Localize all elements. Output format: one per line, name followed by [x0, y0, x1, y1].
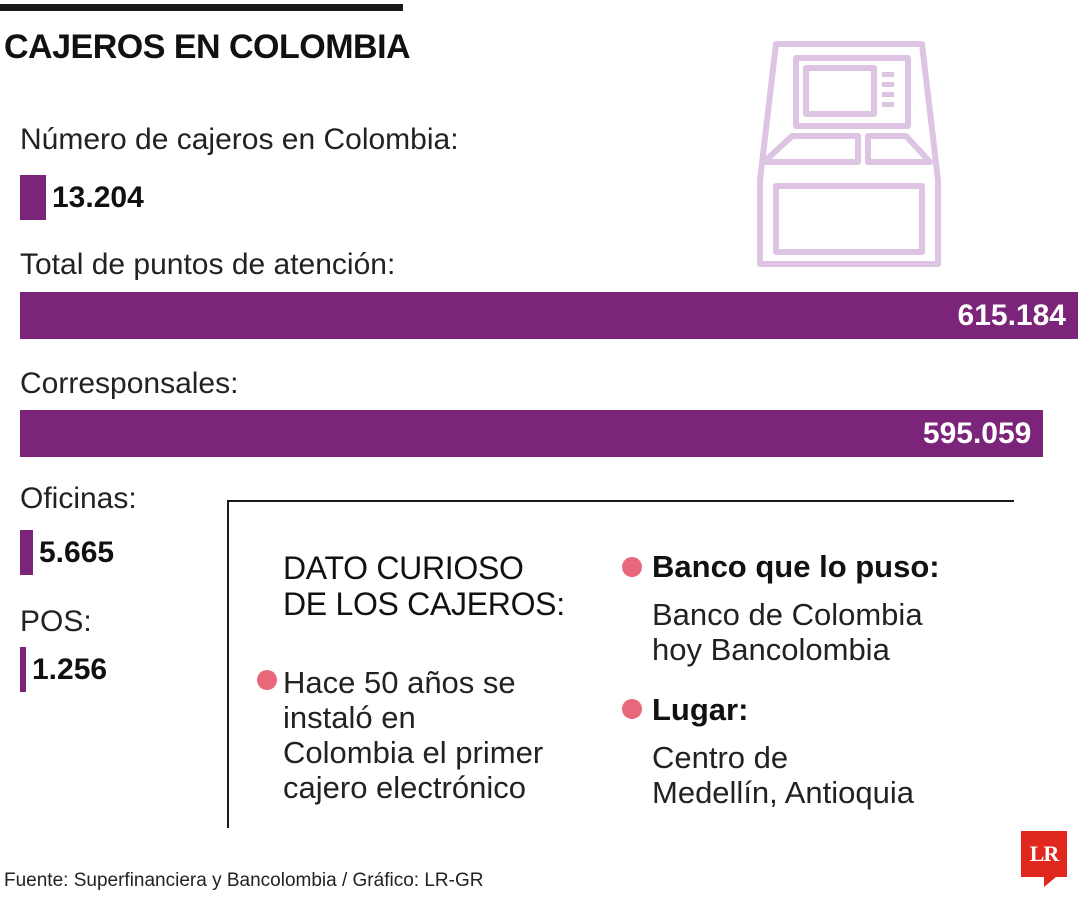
page-title: CAJEROS EN COLOMBIA: [4, 28, 411, 66]
bar-cajeros: [20, 175, 46, 220]
lugar-text: Centro de Medellín, Antioquia: [652, 740, 914, 810]
banco-label: Banco que lo puso:: [652, 549, 940, 584]
lugar-label: Lugar:: [652, 692, 749, 727]
box-frame-left: [227, 500, 229, 828]
banco-text: Banco de Colombia hoy Bancolombia: [652, 597, 923, 667]
bullet-dot-lugar: [622, 699, 642, 719]
top-rule: [0, 4, 403, 11]
metric-label-corresponsales: Corresponsales:: [20, 367, 239, 400]
bar-value-puntos: 615.184: [957, 298, 1066, 332]
bullet-dot-banco: [622, 557, 642, 577]
metric-label-puntos: Total de puntos de atención:: [20, 248, 396, 281]
bar-value-cajeros: 13.204: [52, 181, 144, 214]
lr-logo: LR: [1021, 831, 1067, 877]
metric-label-oficinas: Oficinas:: [20, 482, 137, 515]
bar-value-oficinas: 5.665: [39, 536, 115, 569]
metric-label-cajeros: Número de cajeros en Colombia:: [20, 123, 459, 156]
curioso-title: DATO CURIOSO DE LOS CAJEROS:: [283, 550, 565, 622]
lr-logo-tail: [1044, 877, 1056, 887]
bar-pos: [20, 647, 26, 692]
atm-machine-icon: [757, 41, 941, 267]
bar-puntos: 615.184: [20, 292, 1078, 339]
source-note: Fuente: Superfinanciera y Bancolombia / …: [4, 870, 484, 891]
bullet-dot-fact: [257, 670, 277, 690]
bar-value-corresponsales: 595.059: [922, 416, 1032, 450]
bar-corresponsales: 595.059: [20, 410, 1044, 457]
box-frame-top: [227, 500, 1014, 502]
metric-label-pos: POS:: [20, 605, 92, 638]
bar-value-pos: 1.256: [32, 653, 108, 686]
bar-oficinas: [20, 530, 33, 575]
curioso-fact: Hace 50 años se instaló en Colombia el p…: [283, 665, 544, 805]
